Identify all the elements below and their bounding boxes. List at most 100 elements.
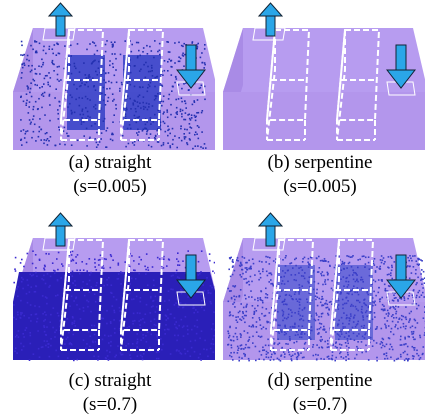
particle [73, 334, 75, 336]
particle [241, 348, 243, 350]
particle [207, 290, 209, 292]
particle [272, 283, 274, 285]
particle [27, 55, 29, 57]
particle [202, 110, 204, 112]
particle [310, 338, 312, 340]
particle [178, 325, 180, 327]
particle [150, 133, 152, 135]
particle [311, 315, 313, 317]
particle [86, 283, 88, 285]
particle [363, 319, 365, 321]
particle [122, 354, 124, 356]
particle [151, 306, 153, 308]
particle [124, 40, 126, 42]
particle [140, 355, 142, 357]
particle [17, 312, 19, 314]
particle [169, 133, 171, 135]
particle [348, 347, 350, 349]
particle [139, 324, 141, 326]
particle [94, 266, 96, 268]
particle [147, 109, 149, 111]
particle [172, 139, 174, 141]
particle [137, 101, 139, 103]
particle [339, 336, 341, 338]
particle [91, 62, 93, 64]
particle [265, 293, 267, 295]
particle [85, 347, 87, 349]
particle [361, 306, 363, 308]
particle [308, 320, 310, 322]
particle [171, 90, 173, 92]
particle [97, 144, 99, 146]
particle [136, 122, 138, 124]
particle [424, 311, 425, 313]
particle [143, 106, 145, 108]
particle [348, 323, 350, 325]
particle [340, 356, 342, 358]
particle [210, 303, 212, 305]
particle [353, 272, 355, 274]
particle [114, 41, 116, 43]
particle [261, 313, 263, 315]
particle [66, 133, 68, 135]
particle [289, 354, 291, 356]
particle [239, 296, 241, 298]
particle [43, 62, 45, 64]
particle [354, 358, 356, 360]
particle [75, 68, 77, 70]
particle [205, 147, 207, 149]
particle [118, 278, 120, 280]
particle [56, 330, 58, 332]
particle [232, 303, 234, 305]
particle [164, 123, 166, 125]
particle [284, 331, 286, 333]
particle [30, 304, 32, 306]
particle [22, 288, 24, 290]
particle [395, 324, 397, 326]
particle [327, 347, 329, 349]
particle [183, 335, 185, 337]
particle [281, 331, 283, 333]
particle [163, 256, 165, 258]
particle [74, 112, 76, 114]
particle [204, 44, 206, 46]
particle [204, 99, 206, 101]
particle [25, 131, 27, 133]
particle [336, 282, 338, 284]
particle [55, 88, 57, 90]
particle [156, 95, 158, 97]
particle [76, 270, 78, 272]
particle [29, 92, 31, 94]
particle [379, 301, 381, 303]
particle [326, 300, 328, 302]
particle [103, 267, 105, 269]
particle [37, 109, 39, 111]
particle [152, 105, 154, 107]
particle [407, 346, 409, 348]
particle [409, 313, 411, 315]
particle [101, 267, 103, 269]
particle [346, 255, 348, 257]
particle [400, 354, 402, 356]
particle [321, 346, 323, 348]
particle [89, 117, 91, 119]
particle [194, 101, 196, 103]
particle [197, 326, 199, 328]
particle [135, 111, 137, 113]
particle [361, 352, 363, 354]
particle [233, 352, 235, 354]
particle [157, 141, 159, 143]
particle [132, 323, 134, 325]
particle [229, 355, 231, 357]
particle [412, 255, 414, 257]
particle [160, 338, 162, 340]
particle [194, 351, 196, 353]
particle [348, 284, 350, 286]
particle [34, 305, 36, 307]
particle [338, 320, 340, 322]
particle [313, 270, 315, 272]
particle [318, 319, 320, 321]
particle [101, 318, 103, 320]
particle [112, 46, 114, 48]
particle [41, 66, 43, 68]
